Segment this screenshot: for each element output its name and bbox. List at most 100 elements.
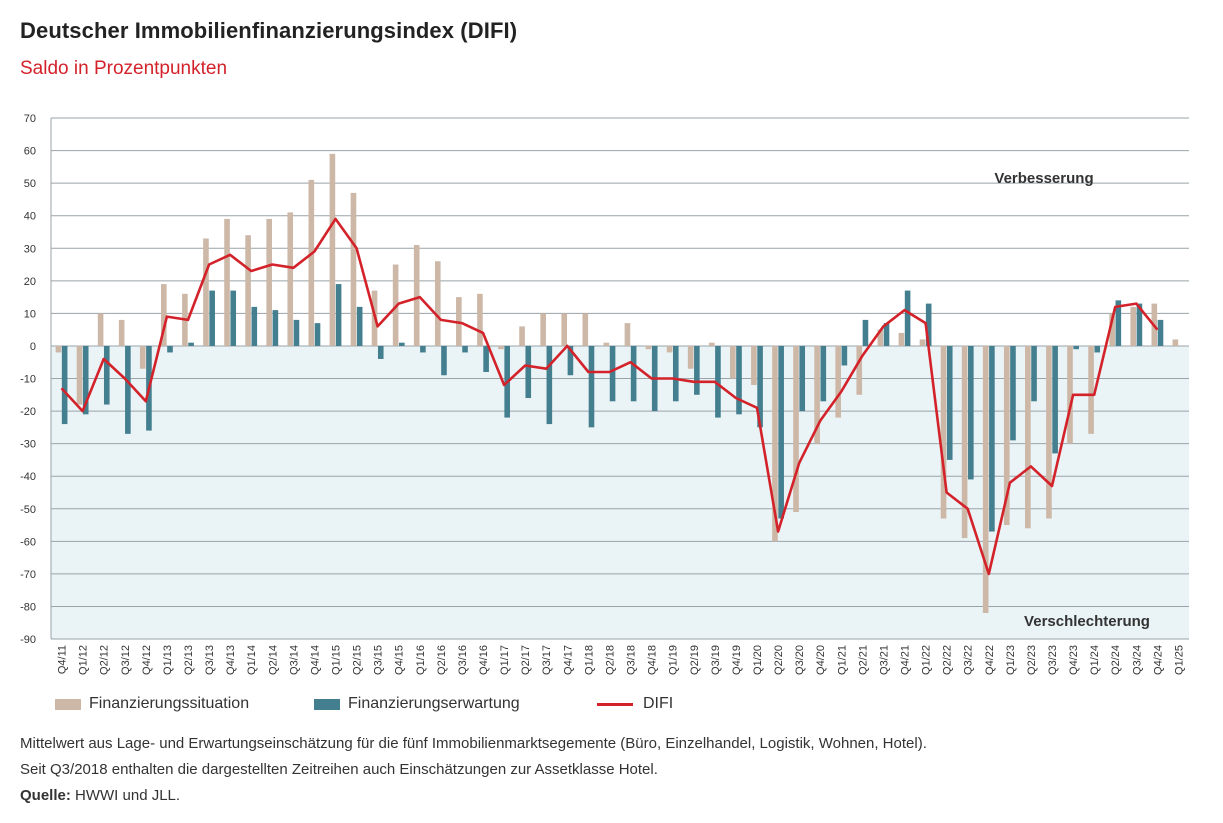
bar-finanzierungssituation xyxy=(519,326,525,346)
bar-finanzierungssituation xyxy=(434,261,441,346)
x-tick-label: Q2/13 xyxy=(183,645,195,675)
x-tick-label: Q1/23 xyxy=(1005,645,1017,675)
legend-item-situation: Finanzierungssituation xyxy=(55,693,249,715)
x-tick-label: Q4/21 xyxy=(900,645,912,675)
x-tick-label: Q1/19 xyxy=(668,645,680,675)
bar-finanzierungssituation xyxy=(308,179,315,346)
bar-finanzierungssituation xyxy=(266,218,272,346)
bar-finanzierungserwartung xyxy=(377,345,384,359)
bar-finanzierungserwartung xyxy=(525,345,532,399)
x-tick-label: Q1/13 xyxy=(162,645,174,675)
x-tick-label: Q4/11 xyxy=(57,645,69,674)
bar-finanzierungserwartung xyxy=(715,345,721,418)
x-tick-label: Q1/18 xyxy=(583,645,595,675)
bar-finanzierungserwartung xyxy=(609,345,616,402)
y-tick-label: 70 xyxy=(24,113,36,125)
bar-finanzierungserwartung xyxy=(462,345,468,353)
x-tick-label: Q3/22 xyxy=(963,645,975,675)
bar-finanzierungssituation xyxy=(561,313,568,346)
x-tick-label: Q2/21 xyxy=(857,645,869,675)
bar-finanzierungserwartung xyxy=(230,290,237,346)
x-tick-label: Q2/22 xyxy=(942,645,954,675)
source-label: Quelle: xyxy=(20,787,71,804)
bar-finanzierungserwartung xyxy=(588,345,595,428)
bar-finanzierungserwartung xyxy=(61,345,68,425)
x-tick-label: Q3/13 xyxy=(204,645,216,675)
x-tick-label: Q4/14 xyxy=(309,645,321,675)
bar-finanzierungssituation xyxy=(118,319,125,346)
bar-finanzierungssituation xyxy=(413,244,420,346)
x-tick-label: Q4/16 xyxy=(478,645,490,675)
bar-finanzierungssituation xyxy=(708,342,715,346)
legend-label-expectation: Finanzierungserwartung xyxy=(348,695,520,712)
x-tick-label: Q3/12 xyxy=(120,645,132,675)
bar-finanzierungserwartung xyxy=(272,310,279,346)
bar-finanzierungssituation xyxy=(772,345,778,542)
bar-finanzierungserwartung xyxy=(778,345,784,519)
bar-finanzierungserwartung xyxy=(188,342,194,346)
bar-finanzierungssituation xyxy=(498,345,504,350)
footnote-source: Quelle: HWWI und JLL. xyxy=(20,783,927,809)
chart-svg: 70 60 50 40 30 20 10 0 -10 -20 -30 -40 -50 -60 -70 -80 -… xyxy=(20,113,1189,675)
bar-finanzierungssituation xyxy=(814,345,820,444)
x-tick-label: Q2/24 xyxy=(1110,645,1122,675)
chart-subtitle: Saldo in Prozentpunkten xyxy=(20,58,228,79)
legend-item-expectation: Finanzierungserwartung xyxy=(314,693,520,715)
bar-finanzierungserwartung xyxy=(1157,319,1164,346)
bar-finanzierungssituation xyxy=(961,345,968,539)
bar-finanzierungserwartung xyxy=(82,345,89,415)
y-tick-label: 0 xyxy=(30,341,36,353)
bar-finanzierungssituation xyxy=(350,192,357,346)
bar-finanzierungssituation xyxy=(224,218,230,346)
x-tick-label: Q1/24 xyxy=(1089,645,1101,675)
y-tick-label: 50 xyxy=(24,178,36,190)
y-tick-label: 60 xyxy=(24,146,36,158)
bar-finanzierungssituation xyxy=(540,313,546,346)
bar-finanzierungssituation xyxy=(793,345,799,513)
y-tick-label: 20 xyxy=(24,276,36,288)
annotation-verbesserung: Verbesserung xyxy=(994,170,1093,187)
y-tick-label: 10 xyxy=(24,308,36,320)
bar-finanzierungserwartung xyxy=(672,345,679,402)
x-tick-label: Q4/22 xyxy=(984,645,996,675)
bar-finanzierungserwartung xyxy=(125,345,131,434)
x-tick-label: Q4/24 xyxy=(1152,645,1164,675)
bar-finanzierungssituation xyxy=(139,345,146,369)
x-tick-label: Q1/25 xyxy=(1173,645,1185,675)
bar-finanzierungssituation xyxy=(645,345,652,350)
x-tick-label: Q1/17 xyxy=(499,645,511,675)
bar-finanzierungserwartung xyxy=(167,345,173,353)
bar-finanzierungssituation xyxy=(203,238,209,346)
x-tick-label: Q3/18 xyxy=(626,645,638,675)
x-tick-label: Q1/15 xyxy=(331,645,343,675)
bar-finanzierungssituation xyxy=(76,345,83,405)
x-tick-label: Q4/15 xyxy=(394,645,406,675)
bar-finanzierungssituation xyxy=(835,345,841,418)
bar-finanzierungssituation xyxy=(1109,313,1115,346)
y-tick-label: -80 xyxy=(20,601,36,613)
bar-finanzierungssituation xyxy=(97,313,104,346)
bar-finanzierungserwartung xyxy=(968,345,974,480)
y-tick-label: -60 xyxy=(20,536,36,548)
legend-swatch-expectation xyxy=(314,698,340,710)
legend-swatch-situation xyxy=(55,698,81,710)
bar-finanzierungssituation xyxy=(687,345,694,369)
legend-label-situation: Finanzierungssituation xyxy=(89,695,250,712)
x-tick-label: Q1/22 xyxy=(921,645,933,675)
x-tick-label: Q4/23 xyxy=(1068,645,1080,675)
bar-finanzierungssituation xyxy=(603,342,610,346)
bar-finanzierungserwartung xyxy=(883,323,890,346)
y-tick-label: -70 xyxy=(20,569,36,581)
x-tick-label: Q2/15 xyxy=(352,645,364,675)
bar-finanzierungssituation xyxy=(940,345,947,519)
bar-finanzierungserwartung xyxy=(630,345,637,402)
bar-finanzierungserwartung xyxy=(546,345,553,425)
bar-finanzierungssituation xyxy=(919,339,926,346)
bar-finanzierungserwartung xyxy=(841,345,848,366)
bar-finanzierungssituation xyxy=(730,345,736,379)
bar-finanzierungssituation xyxy=(1067,345,1073,444)
x-tick-label: Q1/20 xyxy=(752,645,764,675)
bar-finanzierungserwartung xyxy=(1052,345,1058,454)
bar-finanzierungssituation xyxy=(477,293,483,346)
x-tick-label: Q4/18 xyxy=(647,645,659,675)
